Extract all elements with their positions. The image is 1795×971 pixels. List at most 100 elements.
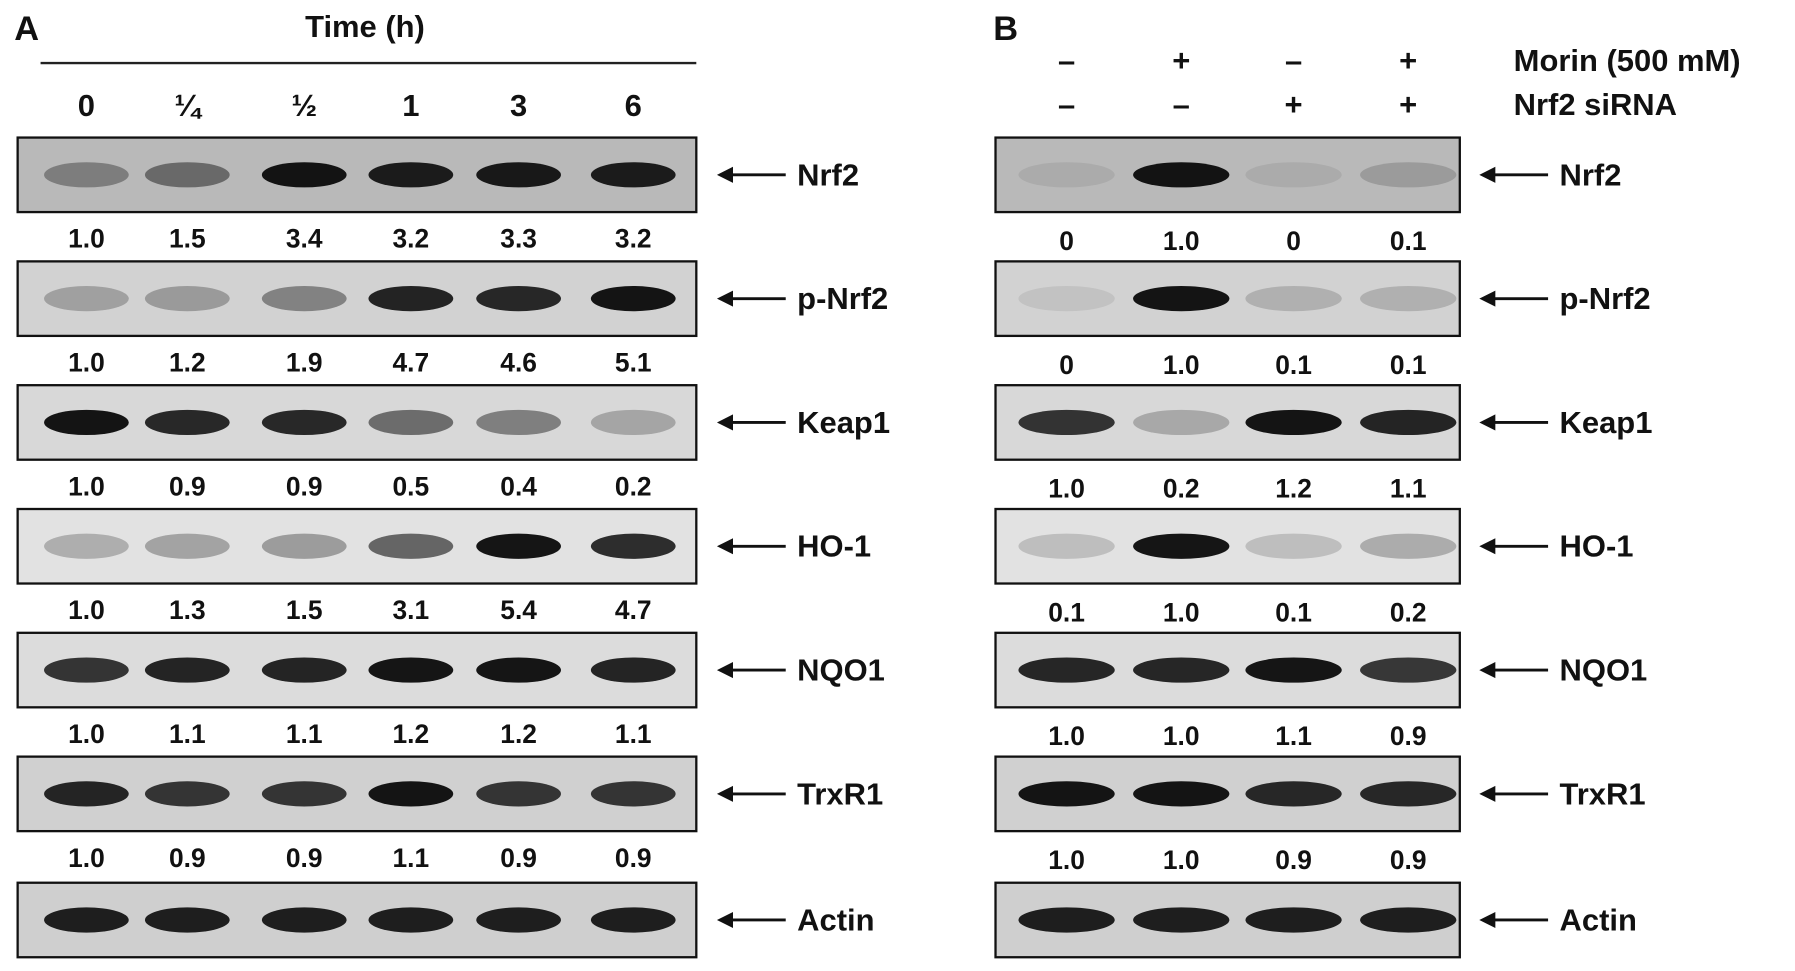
column-label: 1 bbox=[402, 88, 419, 123]
quantification: 1.0 bbox=[1163, 845, 1200, 875]
band bbox=[476, 781, 561, 807]
band bbox=[590, 286, 676, 312]
quantification: 1.0 bbox=[1048, 721, 1085, 751]
band bbox=[261, 162, 347, 188]
band bbox=[1133, 286, 1230, 312]
band bbox=[1245, 162, 1342, 188]
treatment-sign: – bbox=[1058, 43, 1075, 78]
blot bbox=[16, 384, 698, 461]
quantification: 1.1 bbox=[1275, 721, 1312, 751]
quantification: 1.1 bbox=[1390, 474, 1427, 504]
band bbox=[1245, 781, 1342, 807]
band bbox=[368, 657, 454, 683]
protein-label: Keap1 bbox=[797, 405, 890, 440]
column-label: 6 bbox=[625, 88, 642, 123]
band bbox=[1245, 533, 1342, 559]
blot bbox=[16, 881, 698, 959]
column-label: 0 bbox=[78, 88, 95, 123]
blot bbox=[16, 631, 698, 709]
quantification: 1.0 bbox=[1163, 350, 1200, 380]
quantification: 0.9 bbox=[1390, 721, 1427, 751]
quantification: 0.1 bbox=[1275, 350, 1312, 380]
band bbox=[144, 657, 230, 683]
blot bbox=[16, 136, 698, 214]
quantification: 3.2 bbox=[615, 224, 652, 254]
treatment-sign: + bbox=[1399, 43, 1417, 78]
quantification: 1.5 bbox=[286, 595, 323, 625]
quantification: 1.2 bbox=[393, 719, 430, 749]
band bbox=[44, 781, 129, 807]
arrow-head bbox=[1479, 538, 1496, 555]
quantification: 0.9 bbox=[169, 843, 206, 873]
quantification: 1.0 bbox=[68, 843, 105, 873]
band bbox=[44, 409, 129, 436]
arrow-head bbox=[716, 662, 733, 679]
band bbox=[1133, 781, 1230, 807]
arrow-head bbox=[1479, 414, 1496, 431]
band bbox=[368, 781, 454, 807]
protein-label: TrxR1 bbox=[797, 776, 883, 811]
band bbox=[368, 286, 454, 312]
axis-title: Time (h) bbox=[305, 9, 425, 44]
quantification: 0.1 bbox=[1275, 597, 1312, 627]
quantification: 4.7 bbox=[615, 595, 652, 625]
band bbox=[1018, 907, 1115, 933]
quantification: 1.0 bbox=[1048, 474, 1085, 504]
quantification: 1.0 bbox=[68, 595, 105, 625]
band bbox=[1245, 409, 1342, 436]
arrow-head bbox=[716, 911, 733, 929]
quantification: 0.1 bbox=[1048, 597, 1085, 627]
protein-label: Nrf2 bbox=[1560, 157, 1622, 192]
protein-label: NQO1 bbox=[1560, 653, 1648, 688]
quantification: 0.1 bbox=[1390, 350, 1427, 380]
arrow-head bbox=[716, 290, 733, 307]
quantification: 0.9 bbox=[169, 471, 206, 501]
panel-label: B bbox=[993, 10, 1018, 48]
arrow-head bbox=[1479, 785, 1496, 802]
treatment-sign: + bbox=[1285, 87, 1303, 122]
quantification: 1.2 bbox=[500, 719, 537, 749]
band bbox=[144, 907, 230, 933]
band bbox=[590, 409, 676, 436]
quantification: 3.2 bbox=[393, 224, 430, 254]
arrow-head bbox=[716, 166, 733, 183]
band bbox=[1133, 533, 1230, 559]
column-label: 3 bbox=[510, 88, 527, 123]
protein-label: NQO1 bbox=[797, 653, 885, 688]
protein-label: HO-1 bbox=[1560, 529, 1634, 564]
protein-label: Keap1 bbox=[1560, 405, 1653, 440]
quantification: 3.4 bbox=[286, 224, 323, 254]
band bbox=[1360, 162, 1457, 188]
band bbox=[368, 907, 454, 933]
quantification: 5.4 bbox=[500, 595, 537, 625]
treatment-sign: – bbox=[1173, 87, 1190, 122]
quantification: 1.1 bbox=[615, 719, 652, 749]
band bbox=[1133, 907, 1230, 933]
protein-label: Nrf2 bbox=[797, 157, 859, 192]
treatment-label: Morin (500 mM) bbox=[1514, 43, 1741, 78]
blot bbox=[16, 260, 698, 338]
quantification: 1.9 bbox=[286, 348, 323, 378]
band bbox=[1360, 781, 1457, 807]
band bbox=[476, 533, 561, 559]
band bbox=[44, 533, 129, 559]
band bbox=[1360, 286, 1457, 312]
quantification: 0.1 bbox=[1390, 226, 1427, 256]
band bbox=[1245, 657, 1342, 683]
band bbox=[1245, 286, 1342, 312]
blot bbox=[16, 507, 698, 585]
quantification: 0.5 bbox=[393, 471, 430, 501]
protein-label: HO-1 bbox=[797, 529, 871, 564]
quantification: 1.1 bbox=[169, 719, 206, 749]
band bbox=[261, 907, 347, 933]
band bbox=[1018, 162, 1115, 188]
band bbox=[1133, 657, 1230, 683]
blot bbox=[16, 755, 698, 833]
band bbox=[144, 409, 230, 436]
quantification: 1.1 bbox=[393, 843, 430, 873]
arrow-head bbox=[716, 785, 733, 802]
quantification: 1.0 bbox=[1048, 845, 1085, 875]
band bbox=[1360, 907, 1457, 933]
quantification: 3.3 bbox=[500, 224, 537, 254]
